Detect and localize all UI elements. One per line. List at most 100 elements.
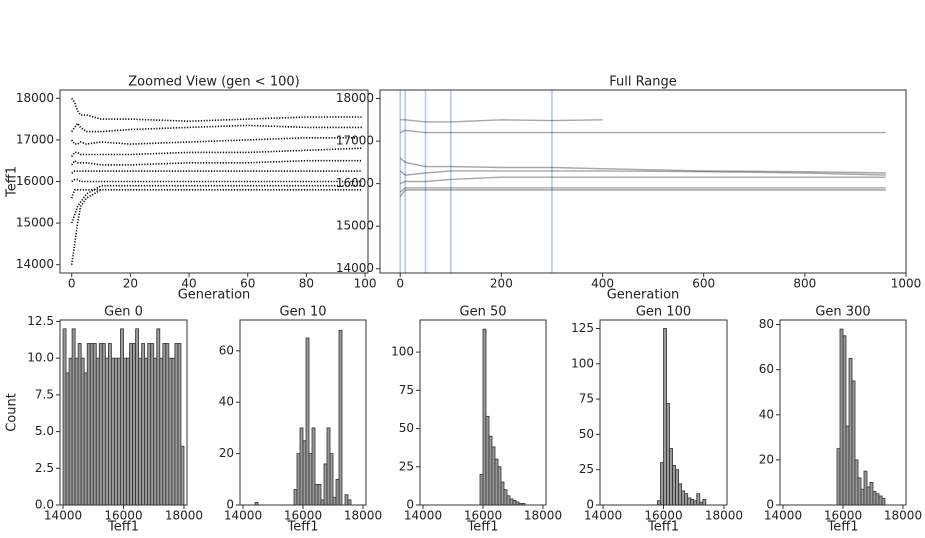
series-line	[71, 159, 363, 166]
histogram-bar	[839, 328, 844, 506]
histogram-bar	[86, 343, 91, 506]
x-axis-label: Generation	[607, 288, 680, 303]
histogram-bar	[344, 494, 349, 506]
histogram-bar	[494, 458, 499, 506]
histogram-bar	[135, 328, 140, 506]
histogram-bar	[329, 453, 334, 506]
y-tick-label: 12.5	[27, 314, 54, 328]
axes-frame	[59, 319, 188, 506]
histogram-bar	[156, 328, 161, 506]
histogram-bar	[107, 343, 112, 506]
series-line	[71, 147, 363, 157]
histogram-bar	[497, 466, 502, 506]
series-line	[399, 170, 886, 176]
y-tick-label: 50	[579, 427, 594, 441]
histogram-bar	[162, 343, 167, 506]
histogram-bar	[866, 486, 871, 506]
axes-title: Gen 10	[280, 305, 327, 320]
histogram-bar	[296, 453, 301, 506]
histogram-bar	[335, 478, 340, 506]
histogram-bar	[657, 500, 661, 506]
histogram-bar	[506, 495, 511, 506]
histogram-bar	[338, 329, 343, 506]
histogram-bar	[500, 481, 505, 506]
x-tick-label: 16000	[824, 509, 862, 523]
histogram-bar	[881, 497, 886, 506]
axes-title: Full Range	[609, 75, 677, 90]
y-axis-label: Count	[5, 393, 20, 432]
y-tick-label: 14000	[16, 257, 54, 271]
x-tick-label: 1000	[891, 277, 922, 291]
histogram-bar	[68, 357, 73, 506]
histogram-bar	[77, 343, 82, 506]
histogram-bar	[129, 343, 133, 506]
y-tick-label: 14000	[336, 261, 374, 275]
axes-title: Zoomed View (gen < 100)	[128, 75, 299, 90]
histogram-bar	[323, 463, 328, 506]
x-tick-label: 800	[793, 277, 816, 291]
histogram-bar	[326, 427, 331, 506]
histogram-bar	[675, 469, 680, 506]
y-tick-label: 40	[759, 407, 774, 421]
histogram-bar	[690, 498, 695, 506]
y-tick-label: 17000	[16, 132, 54, 146]
x-tick-label: 400	[591, 277, 614, 291]
histogram-bar	[159, 357, 164, 506]
histogram-bar	[299, 427, 304, 506]
histogram-bar	[482, 328, 487, 506]
y-tick-label: 18000	[16, 91, 54, 105]
x-tick-label: 0	[396, 277, 404, 291]
x-tick-label: 14000	[224, 509, 262, 523]
histogram-bar	[669, 448, 673, 506]
histogram-bar	[141, 343, 146, 506]
x-tick-label: 16000	[104, 509, 142, 523]
y-tick-label: 25	[399, 459, 414, 473]
x-tick-label: 18000	[524, 509, 562, 523]
histogram-bar	[681, 490, 686, 506]
histogram-bar	[860, 488, 865, 506]
axes-title: Gen 300	[815, 305, 870, 320]
y-tick-label: 100	[391, 345, 414, 359]
x-tick-label: 40	[181, 277, 196, 291]
series-line	[71, 97, 363, 123]
histogram-bar	[875, 493, 880, 506]
histogram-bar	[851, 380, 856, 506]
histogram-bar	[150, 343, 155, 506]
histogram-bar	[863, 470, 868, 506]
y-tick-label: 80	[759, 317, 774, 331]
x-tick-label: 18000	[165, 509, 203, 523]
y-axis-label: Teff1	[5, 166, 20, 198]
histogram-bar	[663, 328, 667, 506]
y-tick-label: 16000	[16, 174, 54, 188]
x-tick-label: 20	[123, 277, 138, 291]
y-tick-label: 100	[571, 356, 594, 370]
histogram-bar	[311, 427, 316, 506]
histogram-bar	[702, 498, 707, 506]
x-tick-label: 200	[490, 277, 513, 291]
histogram-bar	[101, 343, 106, 506]
y-tick-label: 60	[759, 362, 774, 376]
histogram-bar	[302, 440, 307, 506]
histogram-bar	[491, 446, 496, 506]
series-line	[70, 184, 363, 224]
x-tick-label: 14000	[44, 509, 82, 523]
histogram-bar	[509, 498, 514, 506]
histogram-bar	[165, 343, 170, 506]
histogram-bar	[872, 491, 877, 506]
y-tick-label: 50	[399, 421, 414, 435]
histogram-bar	[180, 445, 185, 506]
histogram-bar	[114, 357, 118, 506]
x-tick-label: 16000	[644, 509, 682, 523]
x-tick-label: 0	[68, 277, 76, 291]
axes-frame	[779, 319, 907, 506]
histogram-bar	[314, 484, 319, 506]
histogram-bar	[687, 497, 692, 506]
axes-frame	[379, 89, 907, 274]
histogram-bar	[74, 357, 79, 506]
histogram-bar	[485, 415, 490, 506]
x-tick-label: 18000	[344, 509, 382, 523]
x-tick-label: 14000	[404, 509, 442, 523]
x-tick-label: 16000	[464, 509, 502, 523]
histogram-bar	[503, 489, 508, 506]
